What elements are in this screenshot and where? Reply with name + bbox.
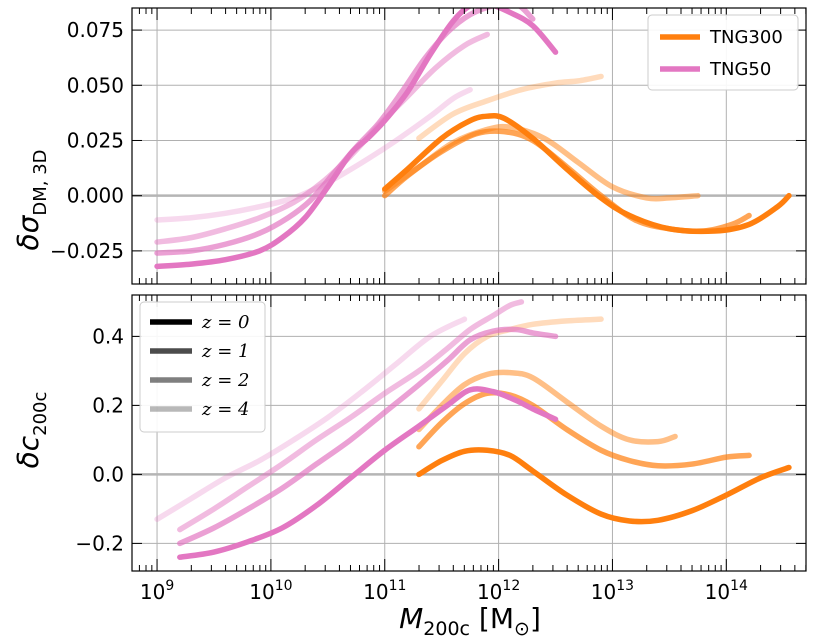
bottom-ytick-label: 0.2 xyxy=(92,393,124,417)
series-line-tng300-z1 xyxy=(382,128,752,234)
legend-label: z = 1 xyxy=(201,341,249,362)
series-line-tng50-z4 xyxy=(154,86,473,223)
top-series xyxy=(154,8,792,270)
top-ticks: −0.025 0.000 0.025 0.050 0.075 xyxy=(50,8,807,284)
series-line-tng300-z1 xyxy=(416,389,752,469)
series-line-tng300-z0 xyxy=(416,447,792,525)
xtick-label: 109 xyxy=(140,578,174,604)
top-ytick-label: 0.000 xyxy=(67,184,124,208)
bottom-ytick-label: 0.4 xyxy=(92,324,124,348)
series-line-tng300-z2 xyxy=(416,369,678,445)
series-line-tng50-z2 xyxy=(154,31,490,245)
series-line-tng50-z4 xyxy=(154,316,468,522)
bottom-legend: z = 0 z = 1 z = 2 z = 4 xyxy=(139,301,266,433)
top-ytick-label: 0.025 xyxy=(67,128,124,152)
legend-label: z = 4 xyxy=(201,399,249,420)
top-ytick-label: 0.075 xyxy=(67,18,124,42)
top-frame xyxy=(131,7,807,285)
legend-label: TNG50 xyxy=(709,59,771,80)
series-line-tng50-z2 xyxy=(177,299,525,533)
bottom-frame xyxy=(131,294,807,572)
legend-label: z = 0 xyxy=(201,312,249,333)
bottom-ytick-label: 0.0 xyxy=(92,462,124,486)
series-line-tng50-z0 xyxy=(177,386,559,560)
xtick-label: 1013 xyxy=(591,578,634,604)
x-axis-label: M200c [M⊙] xyxy=(399,602,541,640)
xtick-label: 1012 xyxy=(477,578,520,604)
series-line-tng300-z2 xyxy=(382,123,701,202)
bottom-ticks: −0.2 0.0 0.2 0.4 109 1010 1011 1012 1013 1014 xyxy=(75,295,807,604)
legend-label: z = 2 xyxy=(201,370,249,391)
top-ytick-label: −0.025 xyxy=(50,239,124,263)
series-line-tng300-z0 xyxy=(382,113,792,235)
xtick-label: 1010 xyxy=(249,578,292,604)
series-line-tng300-z4 xyxy=(416,73,604,142)
bottom-panel: −0.2 0.0 0.2 0.4 109 1010 1011 1012 1013 1014 z = … xyxy=(75,294,807,604)
top-legend: TNG300 TNG50 xyxy=(647,14,799,91)
xtick-label: 1014 xyxy=(705,578,748,604)
xtick-label: 1011 xyxy=(363,578,406,604)
legend-box xyxy=(139,301,266,433)
series-line-tng50-z0 xyxy=(154,8,559,270)
series-line-tng50-z1 xyxy=(177,326,559,547)
legend-label: TNG300 xyxy=(709,27,783,48)
top-panel: −0.025 0.000 0.025 0.050 0.075 TNG300 TNG50 xyxy=(50,7,807,285)
bottom-ytick-label: −0.2 xyxy=(75,531,124,555)
bottom-ylabel: δc200c xyxy=(12,392,51,469)
top-ytick-label: 0.050 xyxy=(67,73,124,97)
top-ylabel: δσDM, 3D xyxy=(12,149,51,250)
bottom-series xyxy=(154,299,792,560)
